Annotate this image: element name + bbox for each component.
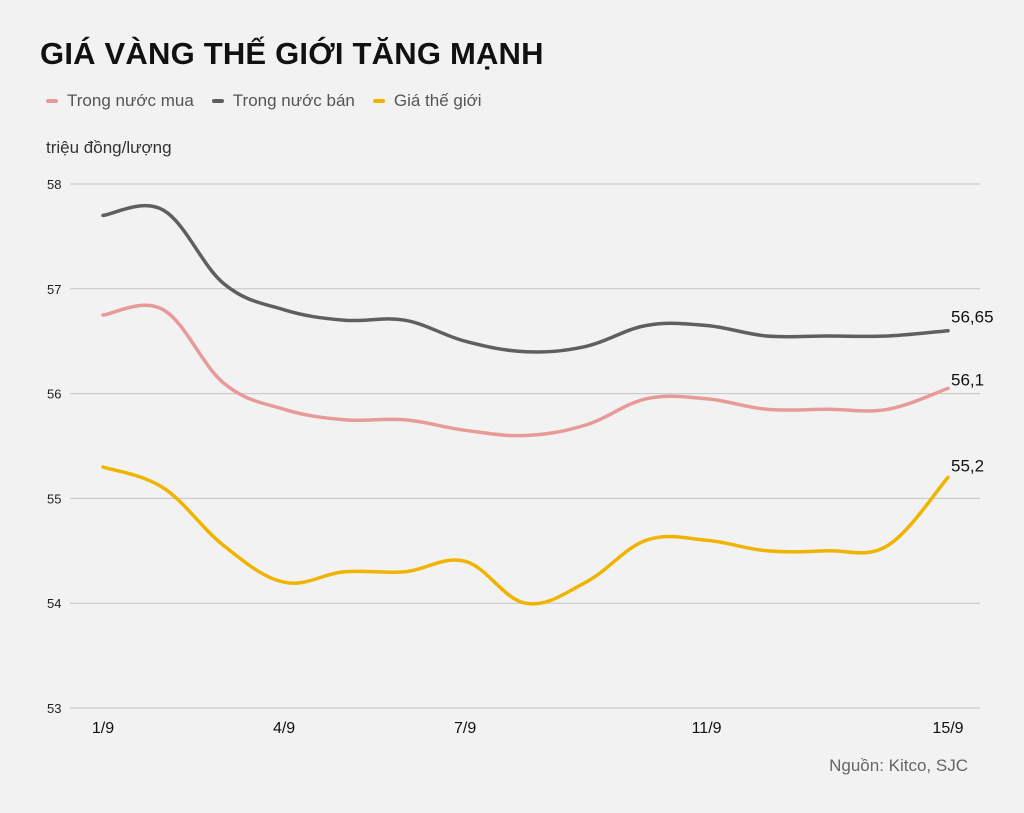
y-tick-label: 53 [47,701,61,716]
x-tick-label: 7/9 [454,720,476,737]
legend-swatch-world [372,99,385,103]
legend-item-sell: Trong nước bán [211,91,355,111]
legend-item-buy: Trong nước mua [46,91,194,111]
y-tick-label: 56 [47,387,61,402]
chart-title: GIÁ VÀNG THẾ GIỚI TĂNG MẠNH [40,36,544,71]
chart-legend: Trong nước mua Trong nước bán Giá thế gi… [46,91,500,111]
legend-label-buy: Trong nước mua [67,91,194,110]
legend-label-world: Giá thế giới [393,91,482,110]
source-note: Nguồn: Kitco, SJC [829,756,968,775]
y-tick-label: 54 [47,596,61,611]
series-line-sell [101,204,950,354]
legend-label-sell: Trong nước bán [232,91,355,110]
y-tick-label: 55 [47,491,61,506]
end-value-label-buy: 56,1 [951,370,984,389]
x-tick-label: 1/9 [92,720,114,737]
legend-swatch-buy [46,99,58,103]
legend-item-world: Giá thế giới [372,91,482,111]
series-line-buy [101,303,950,438]
y-axis-unit-label: triệu đồng/lượng [46,138,172,157]
series-line-world [101,465,950,606]
y-tick-label: 58 [47,177,61,192]
end-value-label-world: 55,2 [951,456,984,475]
y-tick-label: 57 [47,282,61,297]
x-tick-label: 11/9 [692,720,722,737]
legend-swatch-sell [211,99,224,103]
end-value-label-sell: 56,65 [951,308,994,327]
x-tick-label: 15/9 [932,720,963,737]
x-tick-label: 4/9 [273,720,295,737]
